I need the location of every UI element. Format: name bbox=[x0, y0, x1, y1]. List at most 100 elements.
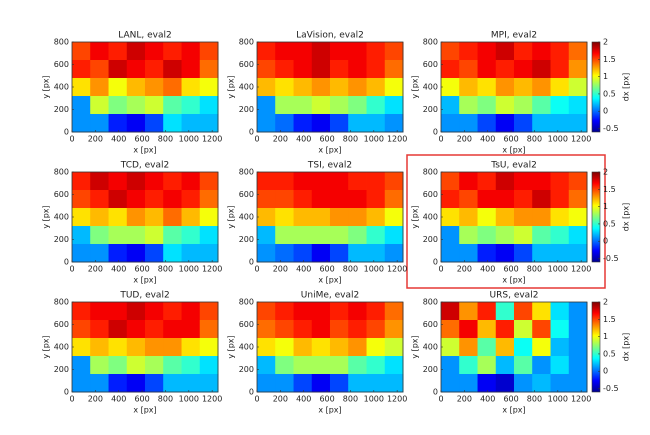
heat-cell bbox=[348, 78, 367, 97]
heat-cell bbox=[568, 338, 588, 357]
heat-cell bbox=[275, 172, 294, 191]
heat-cell bbox=[550, 42, 570, 61]
heat-cell bbox=[495, 114, 515, 133]
heat-cell bbox=[163, 60, 182, 79]
heat-cell bbox=[568, 320, 588, 339]
heat-cell bbox=[90, 302, 109, 321]
heat-cell bbox=[144, 356, 164, 375]
y-tick-label: 200 bbox=[423, 235, 438, 244]
heat-cell bbox=[293, 114, 313, 133]
heat-cell bbox=[550, 374, 570, 393]
heat-cell bbox=[348, 356, 367, 375]
x-axis-label: x [px] bbox=[318, 276, 341, 285]
x-tick-label: 1000 bbox=[364, 395, 384, 404]
heat-cell bbox=[477, 96, 497, 115]
heat-cell bbox=[477, 356, 497, 375]
colorbar-tick-label: 1 bbox=[603, 202, 608, 211]
heat-cell bbox=[71, 96, 91, 115]
y-tick-label: 400 bbox=[54, 213, 69, 222]
colorbar-tick-label: 0.5 bbox=[603, 349, 616, 358]
x-tick-label: 400 bbox=[111, 135, 126, 144]
heat-cell bbox=[366, 42, 386, 61]
colorbar-tick-label: -0.5 bbox=[603, 384, 619, 393]
heat-cell bbox=[90, 172, 109, 191]
heat-cell bbox=[311, 172, 331, 191]
heat-cell bbox=[384, 114, 404, 133]
x-tick-label: 1200 bbox=[387, 135, 407, 144]
heat-cell bbox=[293, 172, 313, 191]
x-tick-label: 1000 bbox=[179, 135, 199, 144]
x-tick-label: 200 bbox=[273, 395, 288, 404]
heat-cell bbox=[440, 356, 460, 375]
colorbar-tick-label: 0 bbox=[603, 107, 608, 116]
heat-cell bbox=[126, 60, 146, 79]
heat-cell bbox=[163, 78, 182, 97]
heat-cell bbox=[459, 190, 478, 209]
x-tick-label: 800 bbox=[343, 135, 358, 144]
x-tick-label: 0 bbox=[69, 135, 74, 144]
y-tick-label: 200 bbox=[239, 105, 254, 114]
heat-cell bbox=[311, 356, 331, 375]
heat-cell bbox=[275, 338, 294, 357]
heat-cell bbox=[293, 190, 313, 209]
heat-cell bbox=[71, 60, 91, 79]
heat-cell bbox=[550, 226, 570, 245]
heat-cell bbox=[90, 190, 109, 209]
heat-cell bbox=[329, 320, 349, 339]
heat-cell bbox=[459, 172, 478, 191]
heat-cell bbox=[108, 226, 128, 245]
heat-cell bbox=[71, 114, 91, 133]
heat-cell bbox=[495, 374, 515, 393]
heat-cell bbox=[477, 42, 497, 61]
heat-cell bbox=[550, 190, 570, 209]
heat-cell bbox=[181, 114, 201, 133]
heat-cell bbox=[384, 60, 404, 79]
heat-cell bbox=[440, 172, 460, 191]
heat-cell bbox=[256, 114, 276, 133]
heat-cell bbox=[108, 320, 128, 339]
heat-cell bbox=[311, 78, 331, 97]
y-tick-label: 800 bbox=[239, 298, 254, 307]
colorbar-label: dx [px] bbox=[622, 333, 631, 361]
y-tick-label: 0 bbox=[433, 388, 438, 397]
heat-cell bbox=[275, 374, 294, 393]
x-tick-label: 1200 bbox=[571, 135, 591, 144]
x-tick-label: 1200 bbox=[387, 395, 407, 404]
heat-cell bbox=[256, 172, 276, 191]
heat-cell bbox=[126, 244, 146, 263]
heat-cell bbox=[199, 374, 219, 393]
heat-cell bbox=[532, 244, 551, 263]
heat-cell bbox=[384, 190, 404, 209]
heat-cell bbox=[163, 190, 182, 209]
heat-cell bbox=[199, 114, 219, 133]
x-tick-label: 200 bbox=[88, 395, 103, 404]
heat-cell bbox=[384, 42, 404, 61]
heat-cell bbox=[144, 338, 164, 357]
heat-cell bbox=[459, 42, 478, 61]
heat-cell bbox=[144, 114, 164, 133]
heat-cell bbox=[199, 208, 219, 227]
y-tick-label: 0 bbox=[64, 388, 69, 397]
x-tick-label: 0 bbox=[254, 265, 259, 274]
heat-cell bbox=[181, 320, 201, 339]
x-tick-label: 200 bbox=[88, 265, 103, 274]
heat-cell bbox=[550, 338, 570, 357]
x-axis-label: x [px] bbox=[502, 406, 525, 415]
heat-cell bbox=[71, 302, 91, 321]
x-tick-label: 800 bbox=[527, 265, 542, 274]
x-tick-label: 400 bbox=[480, 265, 495, 274]
heat-cell bbox=[163, 172, 182, 191]
x-axis-label: x [px] bbox=[502, 276, 525, 285]
heat-cell bbox=[293, 302, 313, 321]
x-tick-label: 1000 bbox=[364, 135, 384, 144]
heat-cell bbox=[459, 244, 478, 263]
heat-cell bbox=[477, 226, 497, 245]
heat-cell bbox=[90, 226, 109, 245]
x-axis-label: x [px] bbox=[318, 146, 341, 155]
heat-cell bbox=[126, 356, 146, 375]
heat-cell bbox=[163, 226, 182, 245]
colorbar-tick-label: 1 bbox=[603, 332, 608, 341]
heat-cell bbox=[90, 338, 109, 357]
heat-cell bbox=[199, 356, 219, 375]
